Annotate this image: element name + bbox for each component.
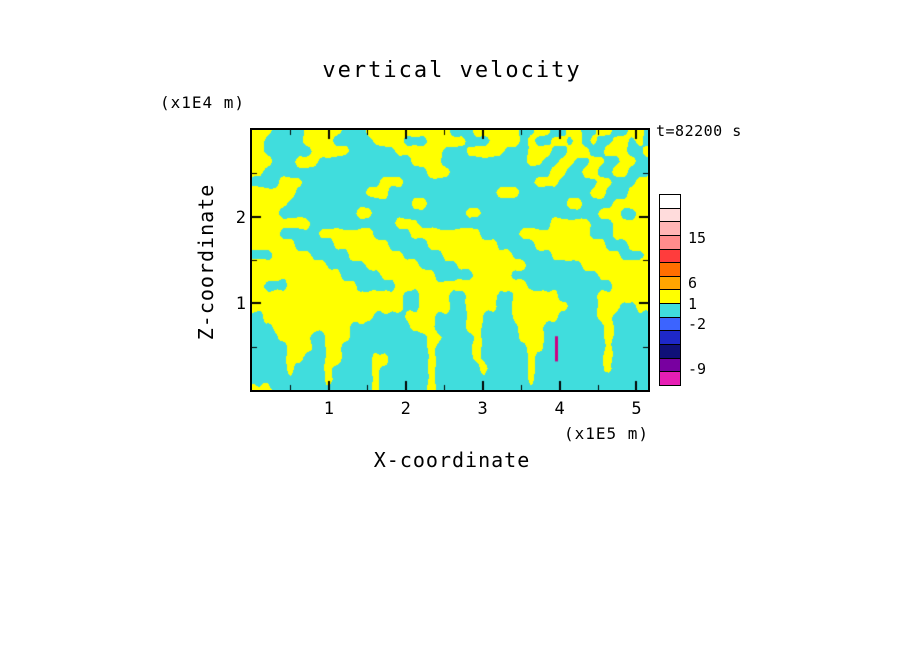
- x-tick-label: 3: [477, 399, 488, 419]
- colorbar-cell: [660, 304, 680, 318]
- heatmap-canvas: [252, 130, 648, 390]
- chart-title: vertical velocity: [322, 58, 582, 83]
- x-axis-title: X-coordinate: [373, 448, 531, 472]
- colorbar-cell: [660, 249, 680, 264]
- colorbar-label: 6: [688, 274, 698, 293]
- colorbar-cell: [660, 331, 680, 346]
- x-tick-label: 2: [400, 399, 411, 419]
- z-axis-title: Z-coordinate: [194, 183, 218, 341]
- colorbar-cell: [660, 290, 680, 305]
- z-axis-units-label: (x1E4 m): [160, 93, 246, 112]
- colorbar-label: 15: [688, 229, 707, 248]
- colorbar-cell: [660, 317, 680, 332]
- colorbar: [659, 194, 681, 386]
- colorbar-cell: [660, 263, 680, 277]
- colorbar-cell: [660, 195, 680, 209]
- colorbar-cell: [660, 222, 680, 236]
- x-tick-label: 5: [631, 399, 642, 419]
- colorbar-cell: [660, 358, 680, 373]
- colorbar-cell: [660, 372, 680, 385]
- colorbar-cell: [660, 276, 680, 291]
- time-annotation: t=82200 s: [656, 122, 742, 140]
- colorbar-cell: [660, 235, 680, 250]
- colorbar-label: 1: [688, 294, 698, 313]
- z-tick-label: 1: [235, 294, 246, 315]
- colorbar-label: -9: [688, 359, 707, 378]
- colorbar-cell: [660, 345, 680, 359]
- plot-frame: [250, 128, 650, 392]
- z-tick-label: 2: [235, 207, 246, 228]
- x-tick-label: 1: [323, 399, 335, 419]
- x-tick-label: 4: [554, 399, 565, 419]
- colorbar-label: -2: [688, 314, 707, 333]
- x-axis-units-label: (x1E5 m): [564, 424, 650, 443]
- colorbar-cell: [660, 208, 680, 223]
